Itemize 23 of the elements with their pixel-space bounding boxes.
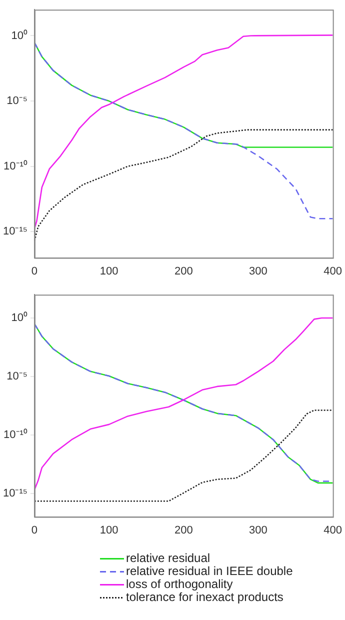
x-tick-label: 400 — [324, 265, 342, 278]
line-series — [34, 410, 333, 502]
x-tick-label: 100 — [100, 265, 118, 278]
x-tick-label: 100 — [100, 524, 118, 536]
x-tick-label: 0 — [31, 524, 38, 536]
y-tick-label: 10⁰ — [11, 28, 28, 42]
legend-label: relative residual in IEEE double — [126, 564, 294, 578]
y-tick-label: 10⁰ — [11, 311, 28, 324]
x-tick-label: 300 — [249, 524, 268, 536]
legend-label: loss of orthogonality — [126, 577, 233, 592]
x-tick-label: 200 — [174, 524, 193, 536]
legend-label: relative residual — [126, 551, 210, 566]
y-tick-label: 10⁻¹⁰ — [4, 428, 28, 441]
x-tick-label: 200 — [174, 265, 193, 278]
y-tick-label: 10⁻⁵ — [6, 95, 28, 108]
y-tick-label: 10⁻⁵ — [6, 370, 28, 382]
y-tick-label: 10⁻¹⁵ — [2, 487, 28, 500]
y-tick-label: 10⁻¹⁰ — [4, 159, 28, 172]
x-tick-label: 300 — [249, 265, 268, 278]
x-tick-label: 0 — [31, 265, 38, 278]
y-tick-label: 10⁻¹⁵ — [2, 226, 28, 238]
legend-label: tolerance for inexact products — [126, 590, 284, 604]
x-tick-label: 400 — [324, 524, 342, 536]
